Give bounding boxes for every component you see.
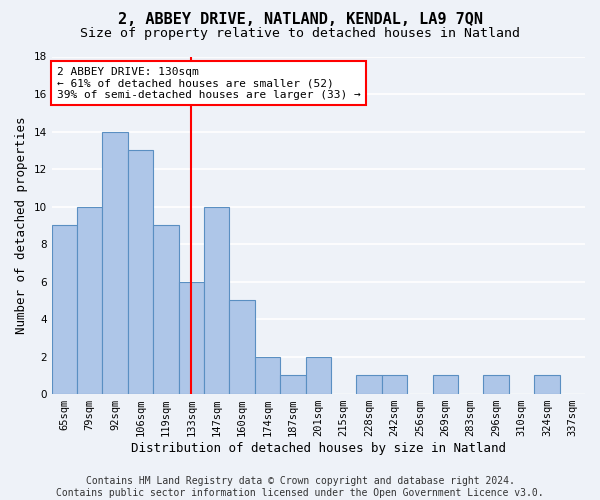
Text: 2 ABBEY DRIVE: 130sqm
← 61% of detached houses are smaller (52)
39% of semi-deta: 2 ABBEY DRIVE: 130sqm ← 61% of detached …	[57, 66, 361, 100]
Bar	[382, 376, 407, 394]
Bar	[356, 376, 382, 394]
Bar	[52, 226, 77, 394]
Bar	[280, 376, 305, 394]
Bar	[229, 300, 255, 394]
Bar	[484, 376, 509, 394]
Bar	[534, 376, 560, 394]
Y-axis label: Number of detached properties: Number of detached properties	[15, 116, 28, 334]
Bar	[305, 356, 331, 394]
Bar	[204, 206, 229, 394]
Bar	[77, 206, 103, 394]
Text: Size of property relative to detached houses in Natland: Size of property relative to detached ho…	[80, 28, 520, 40]
X-axis label: Distribution of detached houses by size in Natland: Distribution of detached houses by size …	[131, 442, 506, 455]
Bar	[103, 132, 128, 394]
Bar	[179, 282, 204, 394]
Text: Contains HM Land Registry data © Crown copyright and database right 2024.
Contai: Contains HM Land Registry data © Crown c…	[56, 476, 544, 498]
Bar	[255, 356, 280, 394]
Bar	[153, 226, 179, 394]
Text: 2, ABBEY DRIVE, NATLAND, KENDAL, LA9 7QN: 2, ABBEY DRIVE, NATLAND, KENDAL, LA9 7QN	[118, 12, 482, 28]
Bar	[128, 150, 153, 394]
Bar	[433, 376, 458, 394]
